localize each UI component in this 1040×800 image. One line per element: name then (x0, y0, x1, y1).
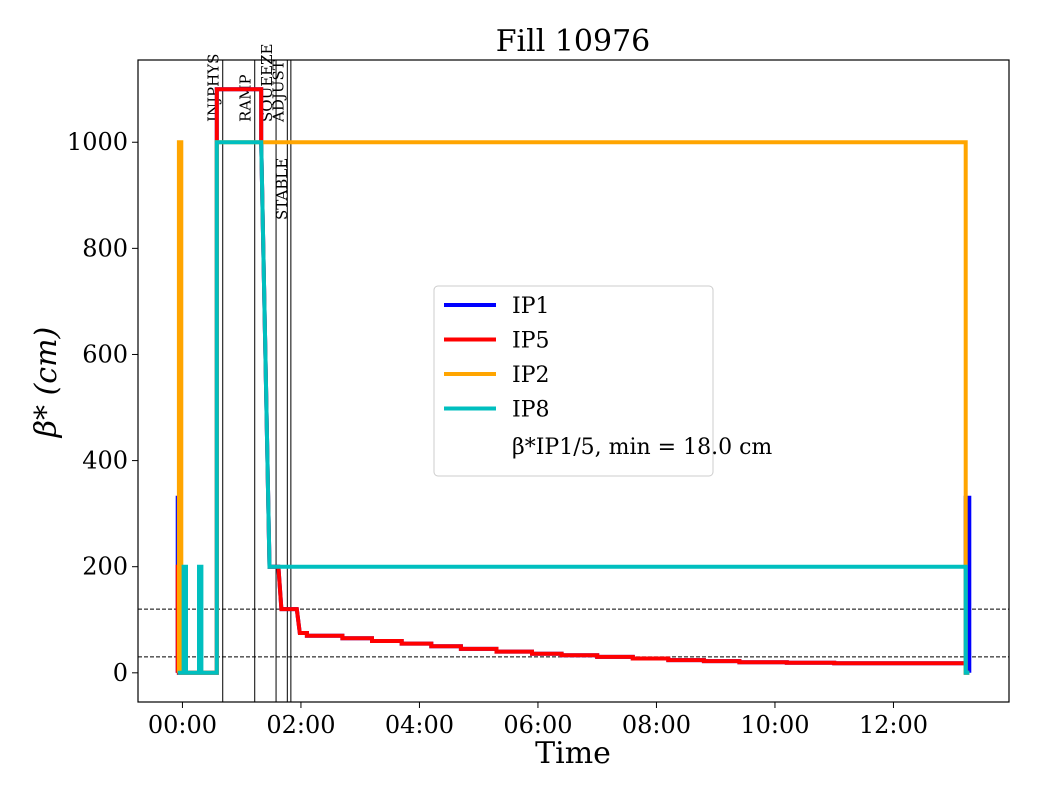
x-tick-label: 00:00 (148, 711, 217, 739)
mode-label-ramp: RAMP (237, 74, 255, 122)
x-tick-label: 12:00 (859, 711, 928, 739)
y-tick-label: 400 (82, 447, 128, 475)
legend-note: β*IP1/5, min = 18.0 cm (512, 435, 772, 460)
y-tick-label: 800 (82, 234, 128, 262)
y-tick-label: 1000 (67, 128, 128, 156)
y-tick-label: 200 (82, 553, 128, 581)
legend: IP1 IP5 IP2 IP8 β*IP1/5, min = 18.0 cm (433, 285, 772, 477)
series-ip8 (177, 140, 970, 675)
x-axis: 00:00 02:00 04:00 06:00 08:00 10:00 12:00 (148, 702, 928, 739)
plot-frame (137, 59, 1010, 703)
legend-label-ip5: IP5 (512, 329, 550, 354)
y-tick-label: 600 (82, 340, 128, 368)
x-tick-label: 08:00 (622, 711, 691, 739)
x-axis-label: Time (535, 736, 611, 771)
legend-box (433, 285, 714, 477)
legend-label-ip8: IP8 (512, 398, 550, 423)
y-axis: 0 200 400 600 800 1000 (67, 128, 138, 687)
reference-lines (138, 608, 1009, 658)
chart-title: Fill 10976 (496, 24, 651, 59)
mode-label-stable: STABLE (273, 158, 291, 220)
legend-label-ip1: IP1 (512, 294, 550, 319)
x-tick-label: 10:00 (740, 711, 809, 739)
x-tick-label: 06:00 (503, 711, 572, 739)
series-layer (175, 87, 972, 675)
mode-label-adjust: ADJUST (269, 60, 287, 123)
legend-label-ip2: IP2 (512, 363, 550, 388)
x-tick-label: 04:00 (385, 711, 454, 739)
x-tick-label: 02:00 (266, 711, 335, 739)
y-axis-label: β* (cm) (29, 327, 64, 439)
y-tick-label: 0 (113, 659, 128, 687)
